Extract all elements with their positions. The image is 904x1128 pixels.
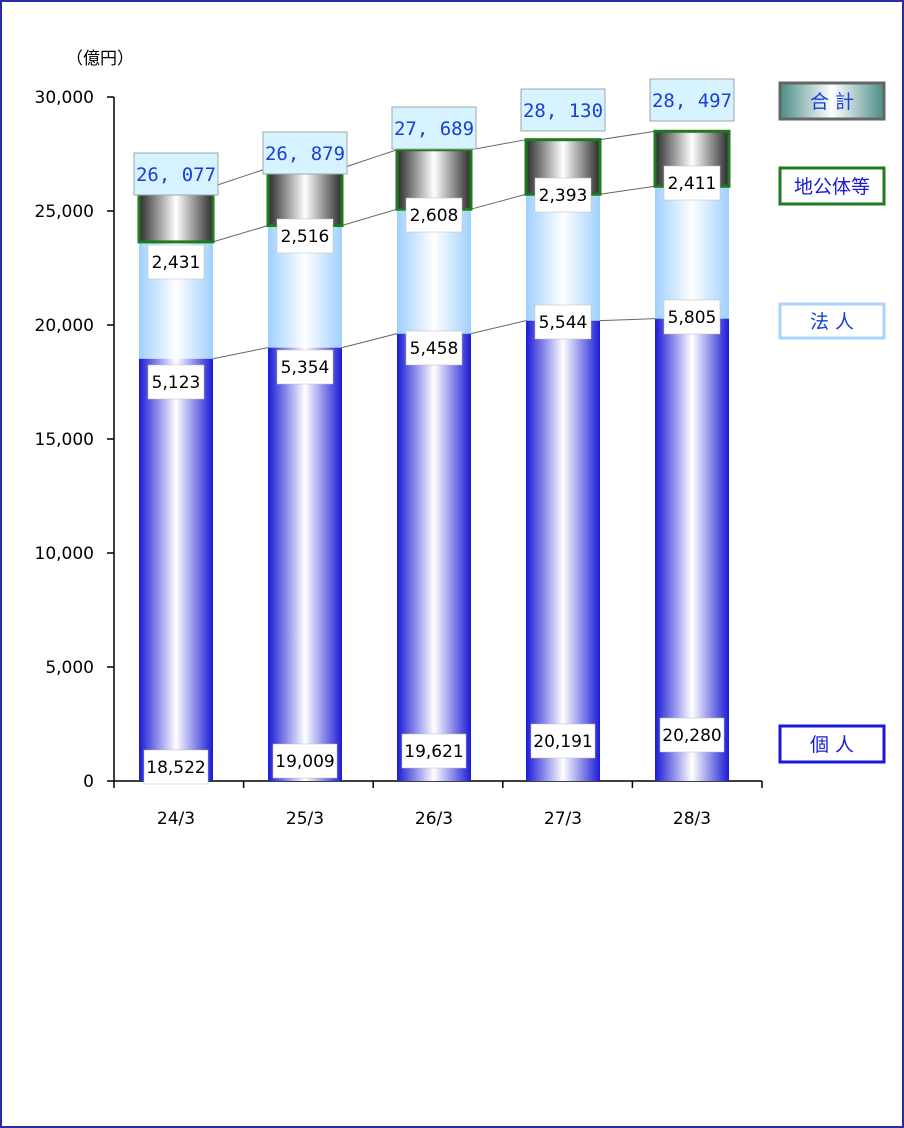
segment-label-box: [534, 304, 592, 340]
series-connector-line: [470, 320, 527, 335]
series-connector-line: [341, 208, 398, 227]
segment-value-label: 18,522: [146, 758, 205, 778]
segment-value-label: 2,431: [152, 253, 201, 273]
series-connector-line: [599, 185, 656, 195]
bar-segment-individual: [139, 358, 213, 781]
segment-label-box: [147, 244, 205, 280]
series-connector-line: [212, 225, 269, 243]
series-connector-line: [470, 193, 527, 210]
y-tick-label: 5,000: [45, 658, 94, 678]
segment-label-box: [405, 197, 463, 233]
y-tick-label: 25,000: [35, 202, 94, 222]
series-connector-line: [599, 318, 656, 322]
total-label-box: [391, 106, 477, 150]
segment-label-box: [276, 349, 334, 385]
total-label-box: [520, 88, 606, 132]
bar-segment-public: [266, 166, 344, 228]
legend-individual-label: 個 人: [810, 734, 854, 756]
series-connector-line: [341, 333, 398, 349]
segment-label-box: [405, 330, 463, 366]
total-value-label: 26, 077: [136, 164, 216, 186]
segment-value-label: 2,608: [410, 206, 459, 226]
total-value-label: 28, 497: [652, 90, 732, 112]
total-value-label: 28, 130: [523, 100, 603, 122]
segment-label-box: [530, 723, 596, 759]
segment-value-label: 19,621: [404, 742, 463, 762]
segment-label-box: [272, 743, 338, 779]
series-connector-line: [212, 167, 269, 187]
legend-individual-box: [778, 724, 886, 764]
legend-corporate-label: 法 人: [810, 311, 854, 333]
segment-label-box: [663, 165, 721, 201]
series-connector-line: [341, 149, 398, 169]
segment-value-label: 5,458: [410, 339, 459, 359]
bar-segment-individual: [655, 318, 729, 781]
segment-value-label: 5,544: [539, 313, 588, 333]
segment-value-label: 5,123: [152, 373, 201, 393]
segment-value-label: 2,411: [668, 174, 717, 194]
bar-segment-corporate: [526, 194, 600, 321]
unit-label: （億円）: [66, 49, 134, 69]
x-tick-label: 25/3: [286, 809, 324, 829]
segment-value-label: 19,009: [275, 752, 334, 772]
segment-value-label: 5,805: [668, 308, 717, 328]
bar-segment-individual: [268, 347, 342, 781]
segment-value-label: 5,354: [281, 358, 330, 378]
y-tick-label: 20,000: [35, 316, 94, 336]
series-connector-line: [212, 347, 269, 360]
bar-segment-individual: [397, 333, 471, 781]
total-label-box: [649, 78, 735, 122]
y-tick-label: 30,000: [35, 88, 94, 108]
x-tick-label: 28/3: [673, 809, 711, 829]
y-tick-label: 15,000: [35, 430, 94, 450]
segment-value-label: 2,393: [539, 186, 588, 206]
segment-label-box: [143, 749, 209, 785]
segment-value-label: 20,191: [533, 732, 592, 752]
segment-label-box: [401, 733, 467, 769]
series-connector-line: [599, 130, 656, 141]
segment-value-label: 20,280: [662, 726, 721, 746]
x-tick-label: 26/3: [415, 809, 453, 829]
total-label-box: [262, 131, 348, 175]
y-tick-label: 0: [83, 772, 94, 792]
series-connector-line: [470, 139, 527, 151]
bar-segment-individual: [526, 320, 600, 781]
segment-label-box: [663, 299, 721, 335]
legend-total-label: 合 計: [810, 91, 854, 113]
total-label-box: [133, 152, 219, 196]
legend-public-label: 地公体等: [794, 176, 870, 198]
segment-label-box: [659, 717, 725, 753]
x-tick-label: 24/3: [157, 809, 195, 829]
segment-label-box: [534, 177, 592, 213]
segment-label-box: [147, 364, 205, 400]
segment-value-label: 2,516: [281, 227, 330, 247]
total-value-label: 26, 879: [265, 143, 345, 165]
legend-corporate-box: [778, 302, 886, 340]
legend-total-box: [778, 81, 886, 121]
segment-label-box: [276, 218, 334, 254]
legend-public-box: [778, 166, 886, 206]
total-value-label: 27, 689: [394, 118, 474, 140]
bar-segment-corporate: [655, 186, 729, 319]
y-tick-label: 10,000: [35, 544, 94, 564]
x-tick-label: 27/3: [544, 809, 582, 829]
